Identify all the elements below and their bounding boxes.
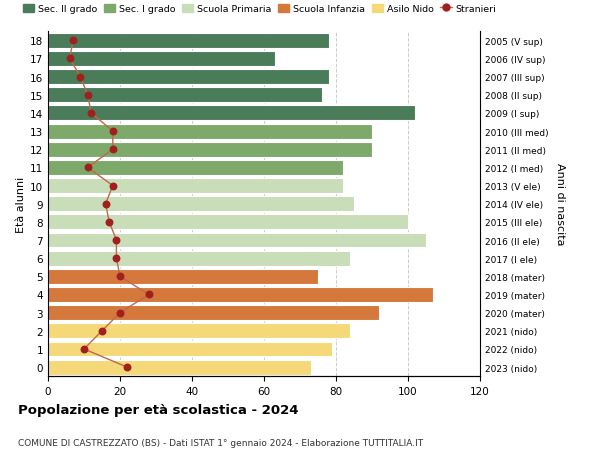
Bar: [48, 287, 433, 302]
Bar: [48, 106, 415, 121]
Point: [115, 273, 125, 280]
Point: [68, 38, 78, 45]
Point: [122, 364, 132, 371]
Bar: [48, 142, 372, 157]
Bar: [48, 360, 311, 375]
Bar: [48, 215, 408, 230]
Point: [108, 128, 118, 135]
Point: [104, 218, 114, 226]
Bar: [48, 179, 343, 194]
Y-axis label: Età alunni: Età alunni: [16, 176, 26, 232]
Point: [101, 201, 110, 208]
Bar: [48, 161, 343, 175]
Point: [108, 146, 118, 154]
Point: [83, 92, 92, 99]
Bar: [48, 269, 318, 284]
Point: [65, 56, 74, 63]
Point: [144, 291, 154, 298]
Text: Popolazione per età scolastica - 2024: Popolazione per età scolastica - 2024: [18, 403, 299, 416]
Bar: [48, 34, 329, 49]
Point: [83, 164, 92, 172]
Text: COMUNE DI CASTREZZATO (BS) - Dati ISTAT 1° gennaio 2024 - Elaborazione TUTTITALI: COMUNE DI CASTREZZATO (BS) - Dati ISTAT …: [18, 438, 423, 447]
Point: [79, 346, 89, 353]
Legend: Sec. II grado, Sec. I grado, Scuola Primaria, Scuola Infanzia, Asilo Nido, Stran: Sec. II grado, Sec. I grado, Scuola Prim…: [23, 5, 496, 14]
Point: [86, 110, 96, 118]
Bar: [48, 324, 350, 339]
Point: [112, 255, 121, 262]
Point: [76, 74, 85, 81]
Point: [112, 237, 121, 244]
Point: [115, 309, 125, 317]
Bar: [48, 197, 354, 212]
Bar: [48, 70, 329, 85]
Bar: [48, 233, 426, 248]
Bar: [48, 342, 332, 357]
Bar: [48, 306, 379, 320]
Point: [108, 183, 118, 190]
Bar: [48, 52, 275, 67]
Bar: [48, 251, 350, 266]
Y-axis label: Anni di nascita: Anni di nascita: [555, 163, 565, 246]
Bar: [48, 88, 322, 103]
Bar: [48, 124, 372, 139]
Point: [97, 327, 107, 335]
